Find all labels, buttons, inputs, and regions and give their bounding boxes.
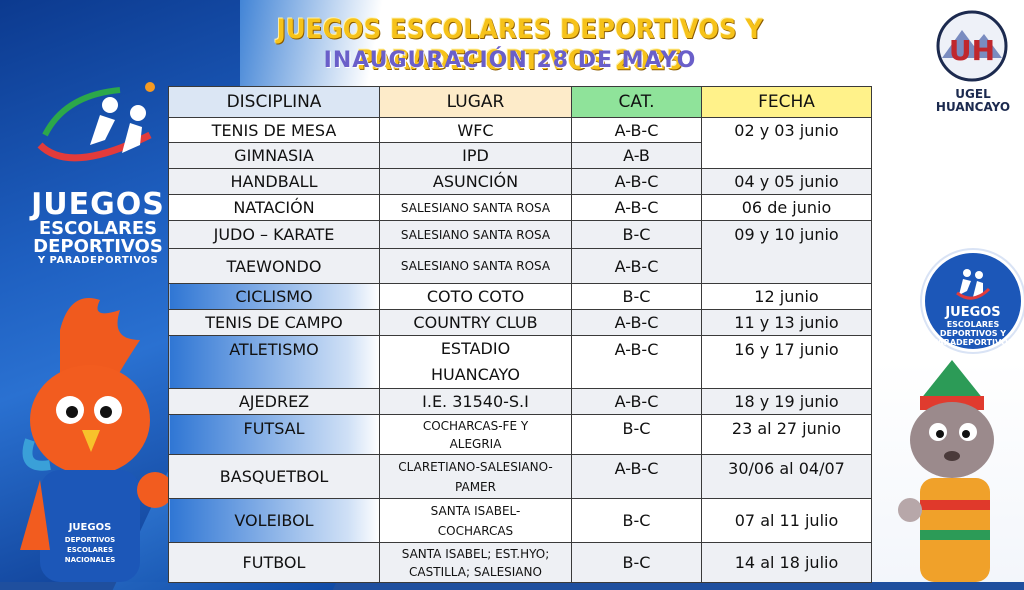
- cell-disciplina: HANDBALL: [168, 168, 380, 195]
- logo-line-3: DEPORTIVOS: [33, 236, 163, 257]
- cell-lugar: ESTADIO HUANCAYO: [379, 335, 572, 389]
- ugel-initials: UH: [949, 34, 995, 67]
- cell-cat: B-C: [571, 283, 702, 310]
- vizcacha-mascot-icon: [898, 360, 994, 582]
- badge-line-1: JUEGOS: [945, 305, 1001, 320]
- cell-fecha: 04 y 05 junio: [701, 168, 872, 195]
- cell-fecha: 06 de junio: [701, 194, 872, 221]
- cell-lugar: CLARETIANO-SALESIANO-PAMER: [379, 454, 572, 499]
- table-row: HANDBALL ASUNCIÓN A-B-C 04 y 05 junio: [168, 168, 872, 195]
- athletes-icon: [956, 269, 991, 300]
- badge-line-2: ESCOLARES DEPORTIVOS Y PARADEPORTIVOS: [932, 320, 1014, 347]
- logo-line-1: JUEGOS: [31, 187, 165, 222]
- cell-disciplina: AJEDREZ: [168, 388, 380, 415]
- cell-fecha: 30/06 al 04/07: [701, 454, 872, 499]
- cell-cat: A-B-C: [571, 335, 702, 389]
- cell-cat: B-C: [571, 220, 702, 249]
- cell-fecha: 11 y 13 junio: [701, 309, 872, 336]
- shirt-line-1: JUEGOS: [68, 522, 112, 533]
- cell-disciplina: JUDO – KARATE: [168, 220, 380, 249]
- table-row: NATACIÓN SALESIANO SANTA ROSA A-B-C 06 d…: [168, 194, 872, 221]
- table-row: FUTBOL SANTA ISABEL; EST.HYO; CASTILLA; …: [168, 542, 872, 583]
- cell-lugar: ASUNCIÓN: [379, 168, 572, 195]
- table-row: TENIS DE MESA WFC A-B-C 02 y 03 junio: [168, 117, 872, 169]
- cell-cat: B-C: [571, 498, 702, 543]
- cell-lugar: SALESIANO SANTA ROSA: [379, 220, 572, 249]
- cell-disciplina: GIMNASIA: [168, 142, 380, 169]
- table-row: TAEWONDO SALESIANO SANTA ROSA A-B-C: [168, 248, 872, 284]
- cell-fecha: 07 al 11 julio: [701, 498, 872, 543]
- column-header-cat: CAT.: [571, 86, 702, 118]
- page-title: JUEGOS ESCOLARES DEPORTIVOS Y PARADEPORT…: [276, 14, 764, 76]
- cell-disciplina: TENIS DE CAMPO: [168, 309, 380, 336]
- cell-lugar: SANTA ISABEL-COCHARCAS: [379, 498, 572, 543]
- table-row: JUDO – KARATE SALESIANO SANTA ROSA B-C 0…: [168, 220, 872, 284]
- cell-cat: A-B-C: [571, 388, 702, 415]
- cell-cat: B-C: [571, 542, 702, 583]
- games-logo-text: JUEGOS ESCOLARES DEPORTIVOS Y PARADEPORT…: [18, 190, 178, 266]
- cell-lugar: SALESIANO SANTA ROSA: [379, 248, 572, 284]
- logo-line-4: Y PARADEPORTIVOS: [37, 255, 159, 266]
- cell-fecha: 18 y 19 junio: [701, 388, 872, 415]
- table-header-row: DISCIPLINA LUGAR CAT. FECHA: [168, 86, 872, 118]
- cell-disciplina: ATLETISMO: [168, 335, 380, 389]
- table-row: CICLISMO COTO COTO B-C 12 junio: [168, 283, 872, 310]
- cell-cat: A-B-C: [571, 309, 702, 336]
- cell-cat: A-B: [571, 142, 702, 169]
- cell-cat: A-B-C: [571, 194, 702, 221]
- table-row: TENIS DE CAMPO COUNTRY CLUB A-B-C 11 y 1…: [168, 309, 872, 336]
- games-logo-icon: [37, 82, 155, 162]
- ugel-logo-icon: UH: [936, 10, 1008, 82]
- cell-lugar: WFC: [379, 117, 572, 143]
- cell-fecha: 12 junio: [701, 283, 872, 310]
- cell-lugar: SALESIANO SANTA ROSA: [379, 194, 572, 221]
- cell-cat: A-B-C: [571, 168, 702, 195]
- cell-lugar: COCHARCAS-FE Y ALEGRIA: [379, 414, 572, 455]
- cell-disciplina: BASQUETBOL: [168, 454, 380, 499]
- shirt-line-4: NACIONALES: [65, 556, 116, 564]
- cell-cat: A-B-C: [571, 454, 702, 499]
- table-row: AJEDREZ I.E. 31540-S.I A-B-C 18 y 19 jun…: [168, 388, 872, 415]
- logo-line-2: ESCOLARES: [38, 218, 158, 239]
- cell-fecha: 23 al 27 junio: [701, 414, 872, 455]
- column-header-lugar: LUGAR: [379, 86, 572, 118]
- cell-disciplina: TENIS DE MESA: [168, 117, 380, 143]
- table-row: ATLETISMO ESTADIO HUANCAYO A-B-C 16 y 17…: [168, 335, 872, 389]
- column-header-fecha: FECHA: [701, 86, 872, 118]
- cell-disciplina: CICLISMO: [168, 283, 380, 310]
- cell-lugar: COTO COTO: [379, 283, 572, 310]
- cell-fecha: 16 y 17 junio: [701, 335, 872, 389]
- cell-cat: A-B-C: [571, 248, 702, 284]
- bird-mascot-icon: JUEGOS DEPORTIVOS ESCOLARES NACIONALES: [20, 298, 173, 582]
- cell-lugar: COUNTRY CLUB: [379, 309, 572, 336]
- table-row: FUTSAL COCHARCAS-FE Y ALEGRIA B-C 23 al …: [168, 414, 872, 455]
- cell-disciplina: FUTBOL: [168, 542, 380, 583]
- ugel-line-1: UGEL: [955, 87, 991, 101]
- ugel-line-2: HUANCAYO: [935, 100, 1011, 114]
- cell-lugar: I.E. 31540-S.I: [379, 388, 572, 415]
- cell-fecha: 02 y 03 junio: [701, 117, 872, 169]
- games-badge: JUEGOS ESCOLARES DEPORTIVOS Y PARADEPORT…: [922, 250, 1024, 352]
- schedule-table: DISCIPLINA LUGAR CAT. FECHA TENIS DE MES…: [168, 86, 872, 583]
- column-header-disciplina: DISCIPLINA: [168, 86, 380, 118]
- ugel-logo-label: UGEL HUANCAYO: [924, 88, 1022, 114]
- cell-disciplina: TAEWONDO: [168, 248, 380, 284]
- shirt-line-2: DEPORTIVOS: [65, 536, 115, 544]
- table-row: BASQUETBOL CLARETIANO-SALESIANO-PAMER A-…: [168, 454, 872, 499]
- shirt-line-3: ESCOLARES: [67, 546, 113, 554]
- cell-fecha: 09 y 10 junio: [701, 220, 872, 284]
- page-subtitle: INAUGURACIÓN 28 DE MAYO: [323, 48, 697, 73]
- table-row: VOLEIBOL SANTA ISABEL-COCHARCAS B-C 07 a…: [168, 498, 872, 543]
- cell-disciplina: NATACIÓN: [168, 194, 380, 221]
- cell-cat: A-B-C: [571, 117, 702, 143]
- cell-disciplina: VOLEIBOL: [168, 498, 380, 543]
- table-row: GIMNASIA IPD A-B: [168, 142, 872, 169]
- cell-lugar: SANTA ISABEL; EST.HYO; CASTILLA; SALESIA…: [379, 542, 572, 583]
- cell-lugar: IPD: [379, 142, 572, 169]
- cell-disciplina: FUTSAL: [168, 414, 380, 455]
- cell-cat: B-C: [571, 414, 702, 455]
- cell-fecha: 14 al 18 julio: [701, 542, 872, 583]
